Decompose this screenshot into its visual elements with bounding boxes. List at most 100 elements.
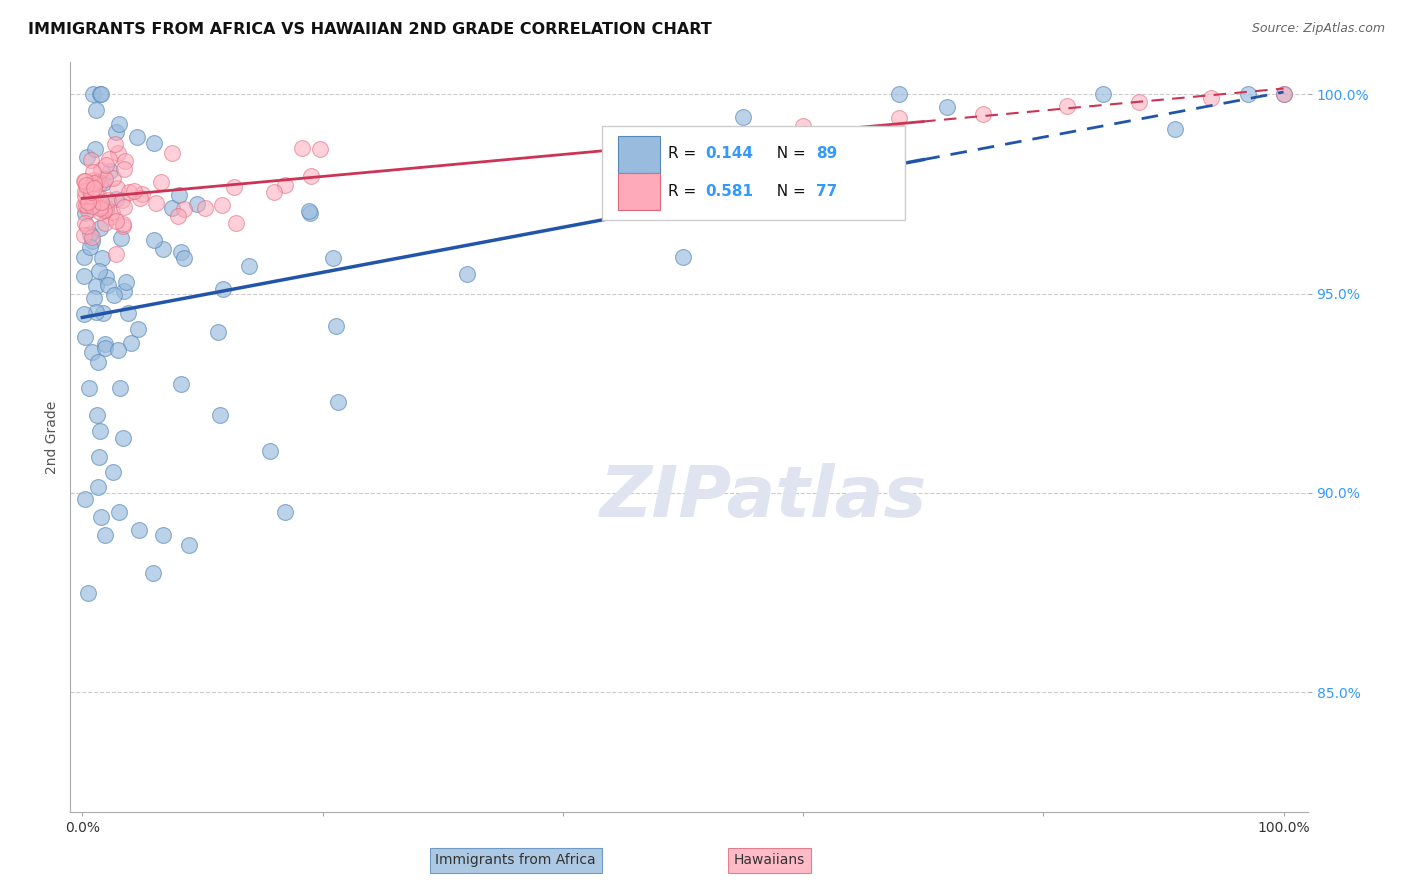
Point [152,242,174,256]
Point [149,175,172,189]
Point [96,269,118,284]
Point [75,178,97,192]
Point [94,171,117,186]
Point [142,566,165,580]
Point [104,124,127,138]
Point [208,408,231,422]
Point [120,336,142,351]
Text: ZIPatlas: ZIPatlas [599,463,927,532]
Point [87,355,110,369]
Point [112,200,135,214]
Point [207,326,229,340]
Point [212,282,235,296]
Point [90,87,112,102]
Point [80,188,103,202]
Point [128,523,150,537]
Point [169,376,191,391]
Text: R =: R = [668,146,702,161]
Point [79,227,101,242]
Point [792,119,814,133]
Point [89,201,111,215]
Point [127,322,149,336]
Point [328,394,350,409]
Point [80,344,103,359]
Point [80,234,103,248]
Point [94,202,117,217]
Point [97,277,120,292]
Point [83,180,105,194]
Point [79,240,101,254]
Point [274,178,297,192]
Point [80,185,103,199]
Point [73,206,96,220]
Point [105,192,128,206]
Point [145,196,167,211]
Point [79,153,101,167]
Point [122,184,145,198]
Point [98,164,121,178]
Point [731,111,754,125]
Point [177,539,200,553]
Text: Hawaiians: Hawaiians [734,854,806,867]
Point [72,227,94,242]
Point [186,196,208,211]
Point [107,146,129,161]
Point [82,164,104,178]
Point [889,112,911,126]
Point [259,443,281,458]
Point [101,204,124,219]
Point [273,505,295,519]
Point [1056,99,1078,113]
Point [76,203,98,218]
Point [75,184,97,198]
Point [72,174,94,188]
Point [162,202,184,216]
Point [224,216,246,230]
Point [325,318,347,333]
Text: N =: N = [766,146,810,161]
Point [101,465,124,479]
Point [89,176,111,190]
Point [110,193,132,207]
Point [299,206,322,220]
Point [112,217,135,231]
Point [93,202,115,217]
Point [105,213,128,227]
Point [90,163,112,178]
Point [972,107,994,121]
Point [90,195,112,210]
Point [96,201,118,215]
Point [84,304,107,318]
Point [94,216,117,230]
Point [89,87,111,102]
Point [173,202,195,217]
Point [1272,87,1295,102]
FancyBboxPatch shape [619,136,661,172]
Point [1236,87,1258,102]
Point [80,199,103,213]
Y-axis label: 2nd Grade: 2nd Grade [45,401,59,474]
Point [290,141,312,155]
Point [1201,91,1223,105]
Point [76,151,98,165]
Point [162,146,184,161]
Point [73,330,96,344]
Point [73,174,96,188]
Point [166,209,188,223]
Point [93,527,115,541]
Point [91,176,114,190]
Point [72,250,94,264]
Point [167,187,190,202]
Point [77,381,100,395]
Point [112,161,135,176]
Point [72,197,94,211]
Point [75,198,97,212]
Point [84,103,107,118]
Point [84,188,107,202]
Text: IMMIGRANTS FROM AFRICA VS HAWAIIAN 2ND GRADE CORRELATION CHART: IMMIGRANTS FROM AFRICA VS HAWAIIAN 2ND G… [28,22,711,37]
Point [107,343,129,358]
Point [90,510,112,524]
Point [889,87,911,102]
Text: 77: 77 [817,184,838,199]
Point [91,201,114,215]
